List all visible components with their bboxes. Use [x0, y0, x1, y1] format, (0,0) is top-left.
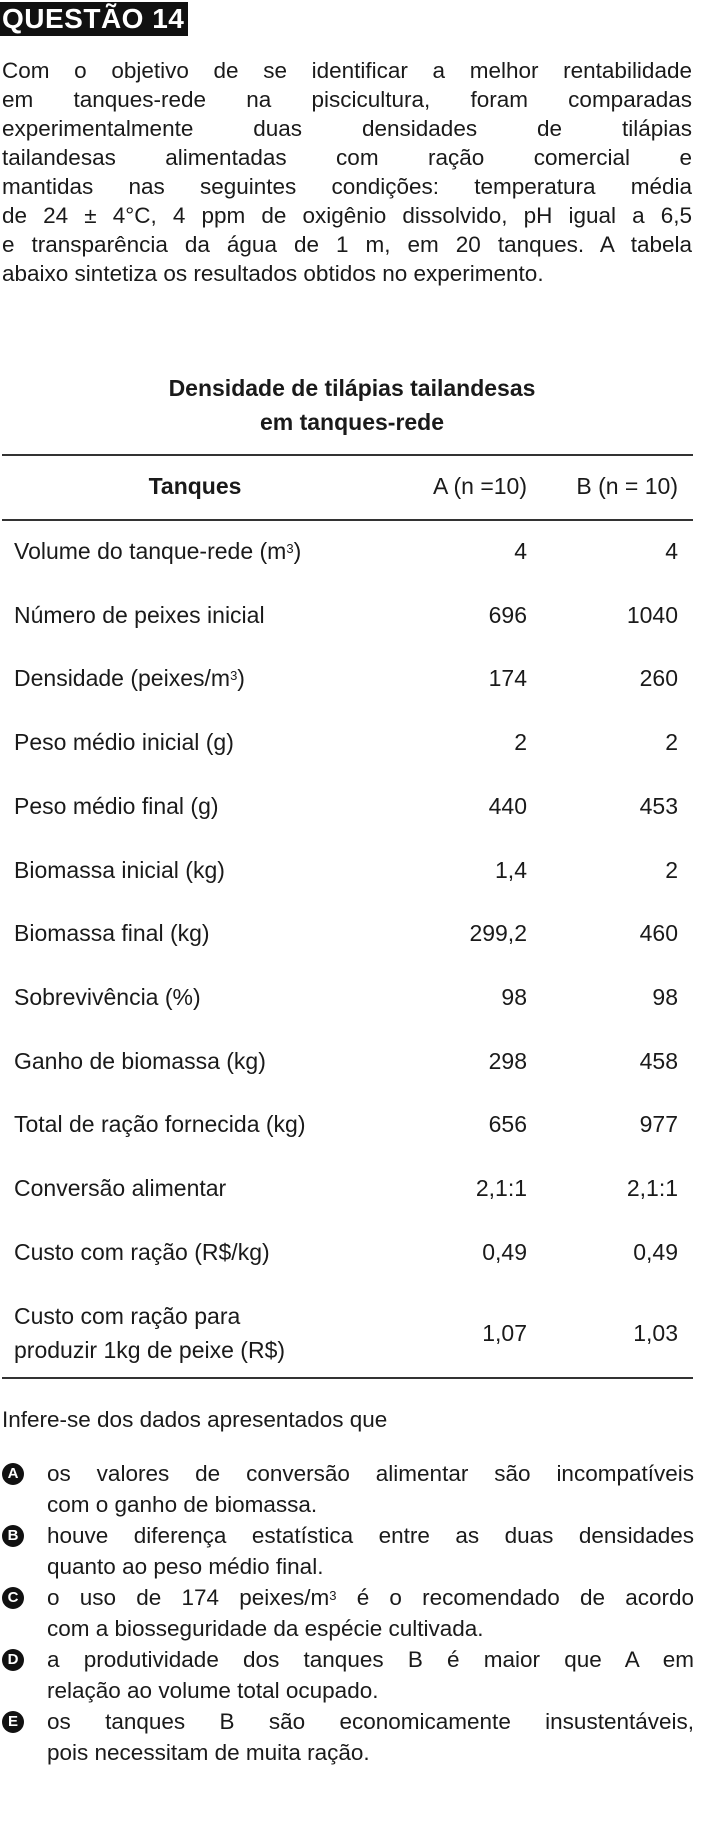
row-label: produzir 1kg de peixe (R$)	[14, 1337, 286, 1363]
statement-line: experimentalmente duas densidades de til…	[2, 116, 692, 141]
column-header-tanques: Tanques	[148, 473, 242, 499]
option-text-line2: com a biosseguridade da espécie cultivad…	[47, 1616, 484, 1641]
row-label-text: Peso médio inicial (g)	[14, 729, 234, 755]
row-label: Peso médio inicial (g)	[14, 725, 234, 759]
option-text-line2: pois necessitam de muita ração.	[47, 1740, 370, 1765]
option-superscript: 3	[329, 1588, 337, 1603]
statement-line: mantidas nas seguintes condições: temper…	[2, 174, 692, 199]
row-label: Volume do tanque-rede (m3)	[14, 534, 301, 568]
row-label-text: Custo com ração (R$/kg)	[14, 1239, 270, 1265]
row-label: Sobrevivência (%)	[14, 980, 201, 1014]
column-header-b: B (n = 10)	[576, 473, 678, 499]
row-value-b: 1,03	[633, 1320, 678, 1346]
row-value-a: 299,2	[469, 920, 527, 946]
option-letter-badge: E	[2, 1711, 24, 1733]
row-label: Custo com ração (R$/kg)	[14, 1235, 270, 1269]
row-label: Peso médio final (g)	[14, 789, 219, 823]
row-label-text: Sobrevivência (%)	[14, 984, 201, 1010]
row-label-text: Biomassa final (kg)	[14, 920, 210, 946]
statement-line: e transparência da água de 1 m, em 20 ta…	[2, 232, 692, 257]
row-label-text: Volume do tanque-rede (m	[14, 538, 287, 564]
option-text-line2: quanto ao peso médio final.	[47, 1554, 324, 1579]
row-value-a: 2	[514, 729, 527, 755]
row-value-a: 1,4	[495, 857, 527, 883]
row-label-text: Número de peixes inicial	[14, 602, 265, 628]
row-value-a: 696	[488, 602, 527, 628]
option-letter-badge: D	[2, 1649, 24, 1671]
row-label-text: Densidade (peixes/m	[14, 665, 231, 691]
option-text-suffix: é o recomendado de acordo	[336, 1585, 694, 1610]
row-value-a: 656	[488, 1111, 527, 1137]
statement-line: Com o objetivo de se identificar a melho…	[2, 58, 692, 83]
option-text: o uso de 174 peixes/m	[47, 1585, 330, 1610]
option-letter-badge: A	[2, 1463, 24, 1485]
row-label-text: Conversão alimentar	[14, 1175, 227, 1201]
option-text-line1: os valores de conversão alimentar são in…	[47, 1456, 694, 1492]
row-label-superscript: 3	[230, 668, 238, 683]
option-text-line2: relação ao volume total ocupado.	[47, 1678, 379, 1703]
table-title-line1: Densidade de tilápias tailandesas	[168, 375, 536, 401]
table-top-rule	[2, 454, 693, 456]
statement-line: de 24 ± 4°C, 4 ppm de oxigênio dissolvid…	[2, 203, 692, 228]
statement-line: em tanques-rede na piscicultura, foram c…	[2, 87, 692, 112]
statement-line: tailandesas alimentadas com ração comerc…	[2, 145, 692, 170]
table-bottom-rule	[2, 1377, 693, 1379]
row-value-b: 98	[652, 984, 678, 1010]
row-label-suffix: )	[237, 665, 245, 691]
row-label: Custo com ração para	[14, 1303, 241, 1329]
row-label-text: Peso médio final (g)	[14, 793, 219, 819]
row-value-b: 453	[639, 793, 678, 819]
option-text-line1: o uso de 174 peixes/m3 é o recomendado d…	[47, 1580, 694, 1616]
row-label: Conversão alimentar	[14, 1171, 226, 1205]
row-value-b: 977	[639, 1111, 678, 1137]
row-value-b: 2	[665, 729, 678, 755]
row-label: Biomassa final (kg)	[14, 916, 210, 950]
row-value-b: 458	[639, 1048, 678, 1074]
row-label: Biomassa inicial (kg)	[14, 853, 225, 887]
option-text: houve diferença estatística entre as dua…	[47, 1523, 694, 1548]
row-label-text: Total de ração fornecida (kg)	[14, 1111, 306, 1137]
row-value-a: 1,07	[482, 1320, 527, 1346]
option-letter-badge: C	[2, 1587, 24, 1609]
row-label: Total de ração fornecida (kg)	[14, 1107, 306, 1141]
row-value-a: 440	[488, 793, 527, 819]
row-value-a: 2,1:1	[475, 1175, 527, 1201]
row-value-b: 2	[665, 857, 678, 883]
column-header-a: A (n =10)	[433, 473, 527, 499]
row-label: Número de peixes inicial	[14, 598, 265, 632]
statement-line: abaixo sintetiza os resultados obtidos n…	[2, 261, 544, 286]
row-label: Densidade (peixes/m3)	[14, 661, 245, 695]
row-value-a: 298	[488, 1048, 527, 1074]
row-label-text: Biomassa inicial (kg)	[14, 857, 225, 883]
row-value-b: 4	[665, 538, 678, 564]
option-text-line1: houve diferença estatística entre as dua…	[47, 1518, 694, 1554]
row-label-suffix: )	[293, 538, 302, 564]
row-label: Ganho de biomassa (kg)	[14, 1044, 266, 1078]
table-header-rule	[2, 519, 693, 521]
row-value-b: 460	[639, 920, 678, 946]
option-letter-badge: B	[2, 1525, 24, 1547]
option-text-line1: a produtividade dos tanques B é maior qu…	[47, 1642, 694, 1678]
row-value-b: 2,1:1	[626, 1175, 678, 1201]
row-label-superscript: 3	[286, 541, 294, 556]
row-value-a: 98	[501, 984, 527, 1010]
option-text-line1: os tanques B são economicamente insusten…	[47, 1704, 694, 1740]
row-value-a: 174	[488, 665, 527, 691]
row-value-b: 260	[639, 665, 678, 691]
option-text-line2: com o ganho de biomassa.	[47, 1492, 318, 1517]
option-text: os valores de conversão alimentar são in…	[47, 1461, 694, 1486]
row-value-a: 0,49	[482, 1239, 527, 1265]
option-text: os tanques B são economicamente insusten…	[47, 1709, 694, 1734]
row-value-a: 4	[514, 538, 527, 564]
row-label-text: Ganho de biomassa (kg)	[14, 1048, 266, 1074]
row-value-b: 1040	[626, 602, 678, 628]
question-header: QUESTÃO 14	[0, 2, 189, 36]
question-prompt: Infere-se dos dados apresentados que	[2, 1407, 388, 1432]
table-title-line2: em tanques-rede	[259, 409, 445, 435]
row-value-b: 0,49	[633, 1239, 678, 1265]
option-text: a produtividade dos tanques B é maior qu…	[47, 1647, 694, 1672]
